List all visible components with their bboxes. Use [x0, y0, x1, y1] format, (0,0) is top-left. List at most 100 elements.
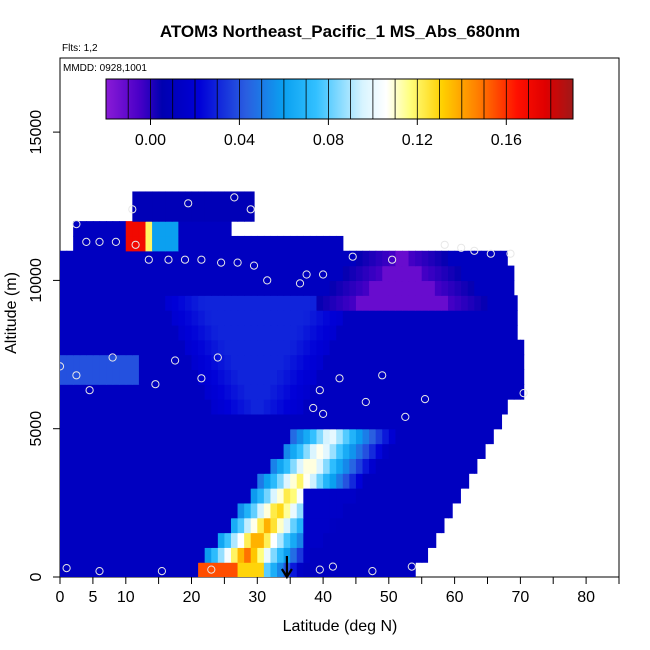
- heatmap-cell: [349, 488, 357, 504]
- heatmap-cell: [257, 562, 265, 577]
- heatmap-cell: [178, 488, 186, 504]
- heatmap-cell: [119, 295, 127, 311]
- heatmap-cell: [99, 547, 107, 563]
- y-tick-label: 0: [28, 572, 45, 581]
- heatmap-cell: [99, 295, 107, 311]
- heatmap-cell: [421, 428, 429, 445]
- heatmap-cell: [165, 221, 173, 237]
- heatmap-cell: [342, 280, 350, 296]
- heatmap-cell: [270, 384, 278, 400]
- heatmap-cell: [270, 339, 278, 356]
- heatmap-cell: [296, 562, 304, 577]
- heatmap-cell: [283, 517, 291, 534]
- heatmap-cell: [211, 517, 219, 534]
- heatmap-cell: [204, 221, 212, 237]
- sample-point: [207, 565, 216, 574]
- heatmap-cell: [184, 413, 193, 430]
- heatmap-cell: [290, 265, 298, 282]
- sample-point: [230, 193, 239, 202]
- heatmap-cell: [296, 488, 304, 504]
- heatmap-cell: [323, 235, 331, 252]
- heatmap-cell: [198, 369, 206, 385]
- heatmap-cell: [145, 369, 153, 385]
- heatmap-cell: [171, 547, 179, 563]
- heatmap-cell: [92, 310, 101, 326]
- heatmap-cell: [303, 488, 311, 504]
- heatmap-cell: [198, 265, 206, 282]
- heatmap-cell: [388, 458, 396, 474]
- heatmap-cell: [60, 428, 68, 445]
- heatmap-cell: [401, 339, 410, 356]
- heatmap-cell: [217, 562, 226, 577]
- heatmap-cell: [66, 473, 74, 489]
- heatmap-cell: [66, 488, 74, 504]
- heatmap-cell: [165, 502, 173, 519]
- heatmap-cell: [86, 428, 94, 445]
- heatmap-cell: [342, 369, 350, 385]
- heatmap-cell: [171, 384, 179, 400]
- heatmap-cell: [329, 384, 337, 400]
- sample-point: [368, 567, 377, 576]
- heatmap-cell: [191, 458, 199, 474]
- heatmap-cell: [283, 488, 291, 504]
- heatmap-cell: [454, 428, 462, 445]
- heatmap-cell: [244, 206, 252, 222]
- heatmap-cell: [401, 384, 410, 400]
- heatmap-cell: [487, 310, 495, 326]
- heatmap-cell: [119, 399, 127, 415]
- heatmap-cell: [60, 310, 68, 326]
- heatmap-cell: [323, 532, 331, 548]
- heatmap-cell: [461, 339, 469, 356]
- heatmap-cell: [507, 265, 515, 282]
- heatmap-cell: [138, 324, 147, 341]
- heatmap-cell: [198, 354, 206, 370]
- heatmap-cell: [191, 428, 199, 445]
- heatmap-cell: [99, 413, 107, 430]
- heatmap-cell: [230, 324, 239, 341]
- heatmap-cell: [158, 191, 166, 207]
- heatmap-cell: [513, 384, 521, 400]
- heatmap-cell: [375, 532, 383, 548]
- heatmap-cell: [217, 265, 226, 282]
- heatmap-cell: [342, 413, 350, 430]
- heatmap-cell: [92, 502, 101, 519]
- heatmap-cell: [349, 547, 357, 563]
- heatmap-cell: [165, 458, 173, 474]
- heatmap-cell: [244, 517, 252, 534]
- heatmap-cell: [106, 250, 114, 267]
- heatmap-cell: [434, 339, 443, 356]
- heatmap-cell: [86, 413, 94, 430]
- heatmap-cell: [296, 502, 304, 519]
- heatmap-cell: [66, 324, 74, 341]
- heatmap-cell: [224, 369, 232, 385]
- heatmap-cell: [382, 547, 390, 563]
- heatmap-cell: [178, 547, 186, 563]
- heatmap-cell: [454, 488, 461, 504]
- heatmap-cell: [125, 458, 133, 474]
- heatmap-cell: [171, 191, 179, 207]
- heatmap-cell: [132, 547, 140, 563]
- heatmap-cell: [79, 354, 87, 370]
- heatmap-cell: [415, 473, 423, 489]
- sample-point: [217, 258, 226, 267]
- heatmap-cell: [277, 369, 285, 385]
- heatmap-cell: [217, 458, 226, 474]
- heatmap-cell: [158, 443, 166, 459]
- colorbar-tick-label: 0.04: [224, 132, 255, 149]
- heatmap-cell: [277, 384, 285, 400]
- heatmap-cell: [138, 265, 147, 282]
- heatmap-cell: [270, 295, 278, 311]
- heatmap-cell: [428, 354, 436, 370]
- heatmap-cell: [329, 265, 337, 282]
- heatmap-cell: [316, 384, 324, 400]
- heatmap-cell: [244, 310, 252, 326]
- heatmap-cell: [303, 339, 311, 356]
- heatmap-cell: [487, 250, 495, 267]
- heatmap-cell: [329, 547, 337, 563]
- heatmap-cell: [224, 295, 232, 311]
- heatmap-cell: [152, 502, 160, 519]
- heatmap-cell: [165, 265, 173, 282]
- heatmap-cell: [494, 295, 502, 311]
- heatmap-cell: [237, 310, 245, 326]
- heatmap-cell: [125, 369, 133, 385]
